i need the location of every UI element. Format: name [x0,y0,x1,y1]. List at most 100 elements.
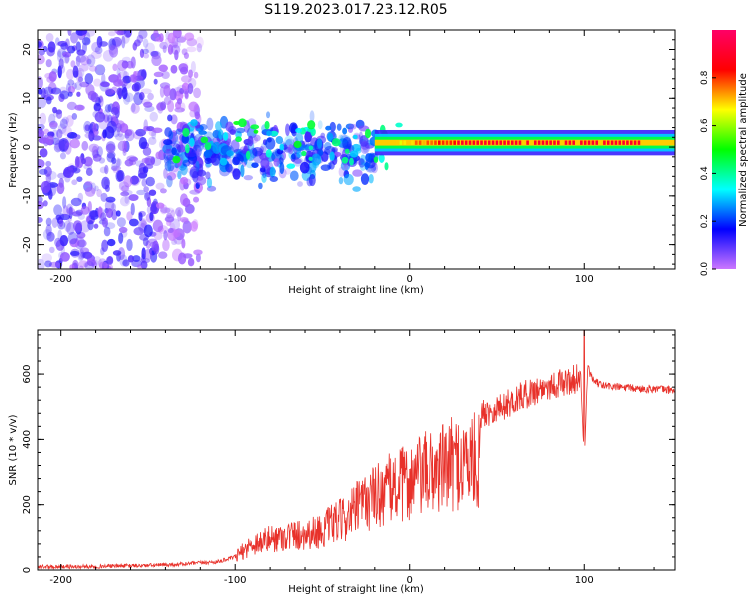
spectrogram-cell [60,252,70,262]
spectrogram-cell [66,83,71,93]
spectrogram-cell [113,250,122,256]
spectrogram-ridge-core [595,140,598,144]
spectrogram-cell [177,98,182,105]
spectrogram-cell [159,42,168,50]
spectrogram-cell [72,211,83,216]
spectrogram-cell [294,159,302,164]
spectrogram-cell [129,219,139,227]
y-tick-label: 0 [22,144,33,150]
spectrogram-cell [144,192,150,201]
spectrogram-cell [163,230,167,240]
spectrogram-cell [361,173,369,185]
spectrogram-cell [188,101,198,111]
colorbar-tick-label: 0.0 [700,262,710,277]
y-tick-label: 200 [22,495,33,514]
spectrogram-cell [258,183,263,189]
spectrogram-cell [342,157,349,164]
spectrogram-cell [294,141,302,148]
spectrogram-cell [374,156,379,162]
spectrogram-cell [151,203,157,213]
spectrogram-cell [295,128,302,133]
spectrogram-cell [182,128,189,137]
spectrogram-cell [73,220,82,231]
spectrogram-cell [204,158,211,165]
snr-y-axis-label: SNR (10 * v/v) [8,414,19,485]
spectrogram-cell [60,153,66,160]
spectrogram-cell [352,186,361,192]
spectrogram-ridge-core [442,140,445,144]
spectrogram-cell [244,175,253,180]
x-tick-label: -200 [49,575,72,586]
spectrogram-ridge-core [584,140,587,144]
spectrogram-cell [188,258,195,267]
spectrogram-cell [180,193,188,205]
spectrogram-cell [111,162,117,172]
spectrogram-cell [48,41,56,52]
spectrogram-cell [68,163,76,170]
spectrogram-cell [36,41,42,47]
spectrogram-cell [172,156,180,164]
spectrogram-ridge-core [542,140,545,144]
x-tick-label: -100 [224,274,247,285]
spectrogram-cell [223,132,228,141]
spectrogram-cell [129,157,138,162]
spectrogram-ridge-core [607,140,610,144]
spectrogram-cell [59,58,64,69]
spectrogram-ridge-core [634,140,637,144]
spectrogram-cell [46,59,52,67]
spectrogram-ridge-core [515,140,518,144]
y-tick-label: 10 [22,92,33,105]
spectrogram-cell [220,158,228,166]
spectrogram-ridge-core [480,140,483,144]
spectrogram-cell [103,50,114,62]
spectrogram-cell [329,152,334,161]
spectrogram-cell [101,177,110,190]
spectrogram-cell [79,266,84,271]
spectrogram-cell [155,152,162,160]
spectrogram-cell [286,163,295,169]
spectrogram-cell [195,111,201,119]
spectrogram-cell [35,217,43,223]
spectrogram-cell [76,92,80,97]
spectrogram-cell [93,78,101,86]
spectrogram-cell [266,111,270,118]
spectrogram-ridge-core [419,140,422,144]
spectrogram-cell [356,158,364,165]
spectrogram-cell [297,181,303,187]
spectrogram-cell [226,150,234,156]
spectrogram-cell [105,222,115,229]
spectrogram-ridge-core [526,140,529,144]
spectrogram-cell [339,166,345,177]
spectrogram-y-axis-label: Frequency (Hz) [8,112,19,188]
spectrogram-cell [248,136,254,147]
spectrogram-cell [349,158,354,166]
spectrogram-cell [189,138,195,147]
spectrogram-cell [318,149,323,156]
spectrogram-cell [105,88,114,96]
spectrogram-cell [227,167,233,174]
spectrogram-cell [117,170,125,181]
spectrogram-cell [123,70,128,83]
spectrogram-cell [77,249,84,261]
spectrogram-cell [288,144,294,154]
spectrogram-cell [142,49,149,54]
spectrogram-ridge-core [630,140,633,144]
spectrogram-ridge-core [569,140,572,144]
spectrogram-cell [154,72,164,78]
spectrogram-cell [76,176,82,182]
spectrogram-cell [196,176,206,185]
spectrogram-cell [73,65,79,77]
spectrogram-cell [158,251,167,259]
spectrogram-cell [154,231,163,240]
spectrogram-cell [149,242,157,247]
spectrogram-ridge-core [488,140,491,144]
spectrogram-ridge-core [423,140,426,144]
y-tick-label: 0 [22,567,33,573]
colorbar-tick-label: 0.8 [700,70,710,85]
spectrogram-cell [156,202,165,208]
spectrogram-cell [276,136,284,144]
spectrogram-cell [318,120,323,129]
spectrogram-cell [198,130,207,135]
x-tick-label: 0 [407,274,413,285]
spectrogram-cell [143,186,149,192]
